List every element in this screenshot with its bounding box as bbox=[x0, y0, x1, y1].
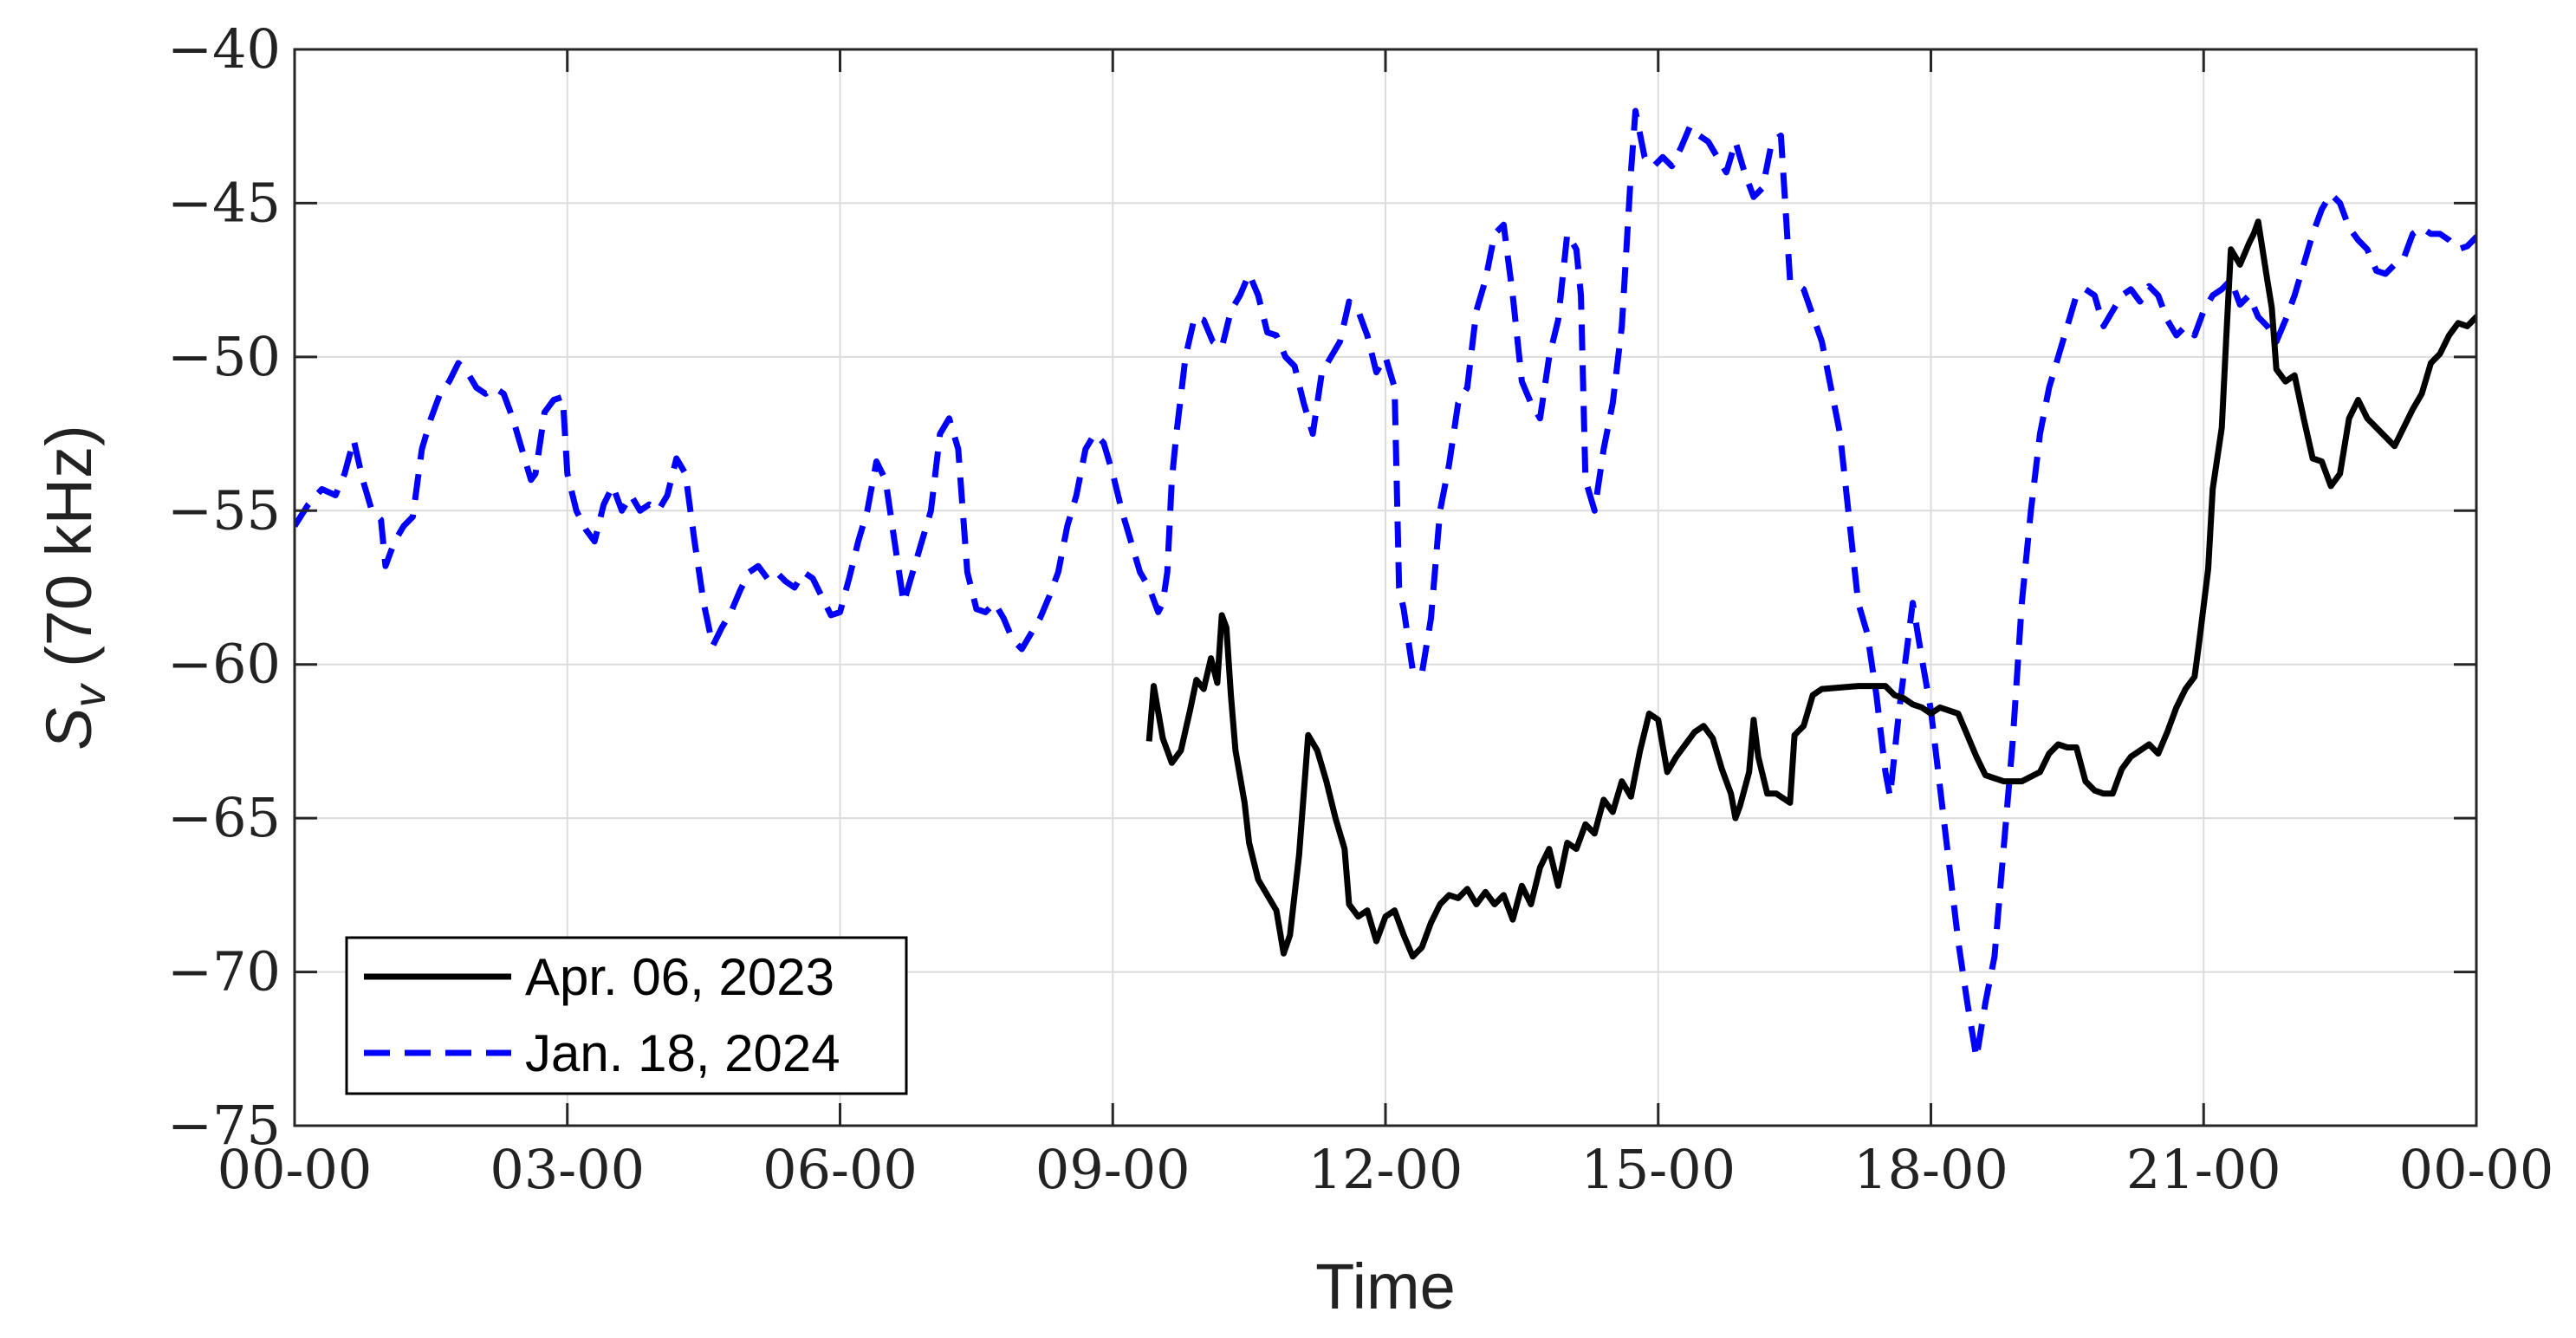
x-tick-label: 18-00 bbox=[1853, 1138, 2008, 1201]
x-tick-label: 09-00 bbox=[1035, 1138, 1191, 1201]
series-line-1 bbox=[295, 107, 2476, 1062]
legend-box bbox=[345, 936, 908, 1095]
y-axis-label-main: S bbox=[33, 707, 105, 750]
y-tick-label: −55 bbox=[167, 478, 281, 542]
y-tick-label: −65 bbox=[167, 786, 281, 849]
legend: Apr. 06, 2023 Jan. 18, 2024 bbox=[345, 936, 908, 1095]
x-tick-label: 12-00 bbox=[1308, 1138, 1463, 1201]
x-tick-label: 00-00 bbox=[217, 1138, 373, 1201]
legend-label-jan-2024: Jan. 18, 2024 bbox=[525, 1024, 840, 1082]
y-tick-label: −45 bbox=[167, 171, 281, 234]
y-axis-label-subscript: v bbox=[65, 682, 115, 707]
y-tick-label: −40 bbox=[167, 17, 281, 81]
x-tick-label: 06-00 bbox=[762, 1138, 918, 1201]
series-clip-group bbox=[295, 107, 2476, 1062]
x-tick-label: 03-00 bbox=[490, 1138, 645, 1201]
series-line-0 bbox=[1145, 218, 2476, 960]
x-tick-label: 00-00 bbox=[2399, 1138, 2554, 1201]
y-tick-label: −50 bbox=[167, 325, 281, 388]
x-axis-label: Time bbox=[1315, 1250, 1456, 1322]
series-layer bbox=[295, 107, 2476, 1062]
y-axis-label: Sv (70 kHz) bbox=[33, 425, 115, 750]
x-tick-label: 21-00 bbox=[2126, 1138, 2281, 1201]
axes: 00-00 03-00 06-00 09-00 12-00 15-00 18-00 21-00… bbox=[167, 17, 2553, 1201]
y-tick-label: −70 bbox=[167, 940, 281, 1004]
legend-label-apr-2023: Apr. 06, 2023 bbox=[525, 948, 834, 1006]
y-tick-label: −60 bbox=[167, 633, 281, 696]
y-tick-label: −75 bbox=[167, 1094, 281, 1157]
y-axis-label-unit: (70 kHz) bbox=[33, 425, 105, 685]
x-tick-label: 15-00 bbox=[1580, 1138, 1736, 1201]
